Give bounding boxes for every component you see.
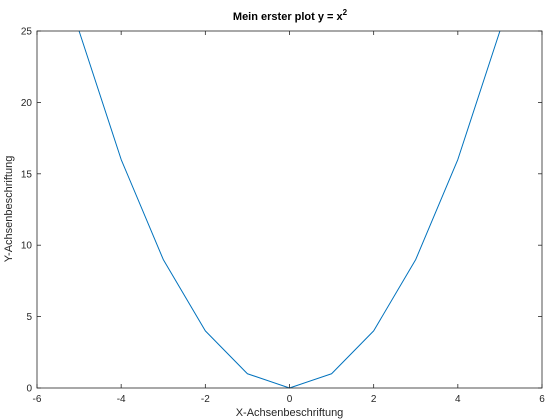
y-tick-label: 5 xyxy=(26,312,32,323)
y-tick-label: 10 xyxy=(21,241,33,252)
x-tick-label: -2 xyxy=(201,394,210,405)
y-tick-label: 15 xyxy=(21,169,33,180)
x-axis-label: X-Achsenbeschriftung xyxy=(236,407,344,419)
chart-title-main: Mein erster plot y = x xyxy=(233,11,344,23)
y-tick-label: 20 xyxy=(21,98,33,109)
y-tick-label: 0 xyxy=(26,384,32,395)
y-tick-label: 25 xyxy=(21,27,33,38)
plot-area xyxy=(37,31,542,388)
x-tick-label: 2 xyxy=(371,394,377,405)
x-tick-label: 0 xyxy=(287,394,293,405)
x-tick-label: -6 xyxy=(33,394,42,405)
y-axis-label: Y-Achsenbeschriftung xyxy=(3,156,15,263)
x-tick-label: 6 xyxy=(539,394,545,405)
x-tick-label: -4 xyxy=(117,394,126,405)
plot-background xyxy=(37,31,542,388)
chart-title: Mein erster plot y = x2 xyxy=(233,8,348,23)
x-tick-label: 4 xyxy=(455,394,461,405)
chart-title-superscript: 2 xyxy=(343,8,348,17)
